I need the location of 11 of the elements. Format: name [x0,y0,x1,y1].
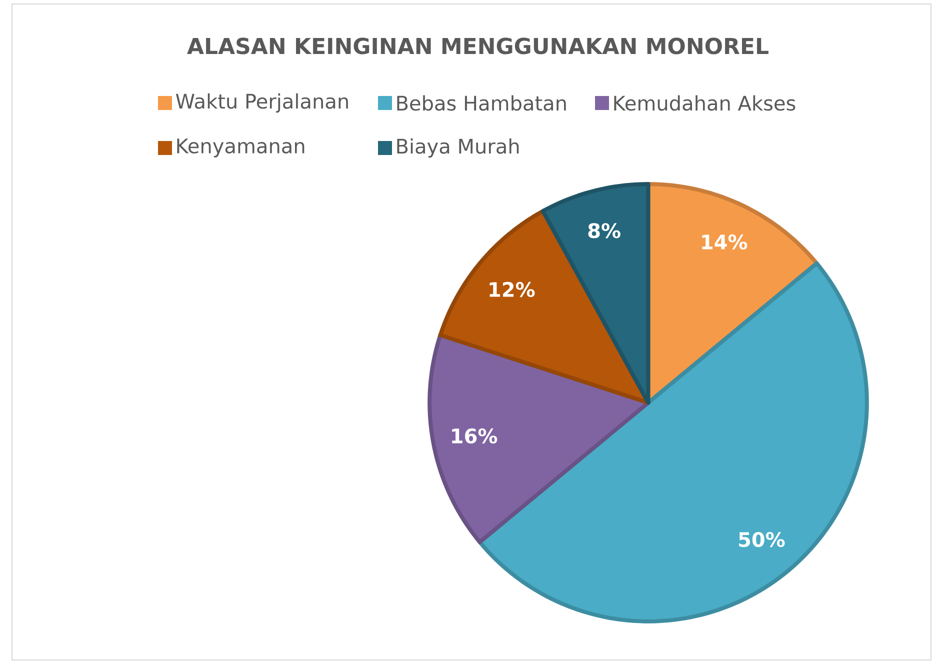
legend-label: Bebas Hambatan [397,95,566,111]
data-label: 12% [490,282,535,298]
chart-title: ALASAN KEINGINAN MENGGUNAKAN MONOREL [187,38,768,54]
legend-label: Kemudahan Akses [614,95,796,111]
data-label: 16% [452,428,498,444]
legend-label: Waktu Perjalanan [176,93,348,113]
data-label: 14% [702,234,748,250]
data-label: 50% [739,532,785,548]
legend-label: Kenyamanan [177,138,304,158]
data-label: 8% [588,223,620,238]
legend-label: Biaya Murah [397,138,519,158]
